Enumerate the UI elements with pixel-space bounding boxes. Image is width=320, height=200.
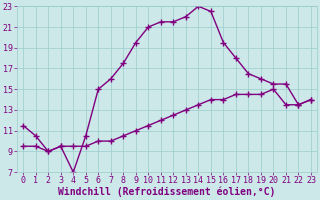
X-axis label: Windchill (Refroidissement éolien,°C): Windchill (Refroidissement éolien,°C): [58, 187, 276, 197]
